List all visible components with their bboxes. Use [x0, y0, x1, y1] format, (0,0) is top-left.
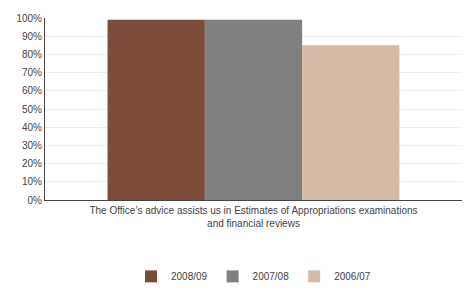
svg-text:40%: 40%	[22, 122, 42, 133]
svg-text:10%: 10%	[22, 176, 42, 187]
svg-text:2006/07: 2006/07	[334, 271, 371, 282]
svg-text:50%: 50%	[22, 104, 42, 115]
svg-text:2007/08: 2007/08	[253, 271, 290, 282]
svg-text:The Office’s advice assists us: The Office’s advice assists us in Estima…	[89, 205, 417, 229]
svg-text:30%: 30%	[22, 140, 42, 151]
svg-text:20%: 20%	[22, 158, 42, 169]
svg-text:90%: 90%	[22, 31, 42, 42]
svg-text:70%: 70%	[22, 67, 42, 78]
svg-text:100%: 100%	[16, 13, 42, 24]
svg-text:80%: 80%	[22, 49, 42, 60]
svg-text:60%: 60%	[22, 85, 42, 96]
svg-text:0%: 0%	[28, 195, 43, 206]
svg-text:2008/09: 2008/09	[171, 271, 208, 282]
